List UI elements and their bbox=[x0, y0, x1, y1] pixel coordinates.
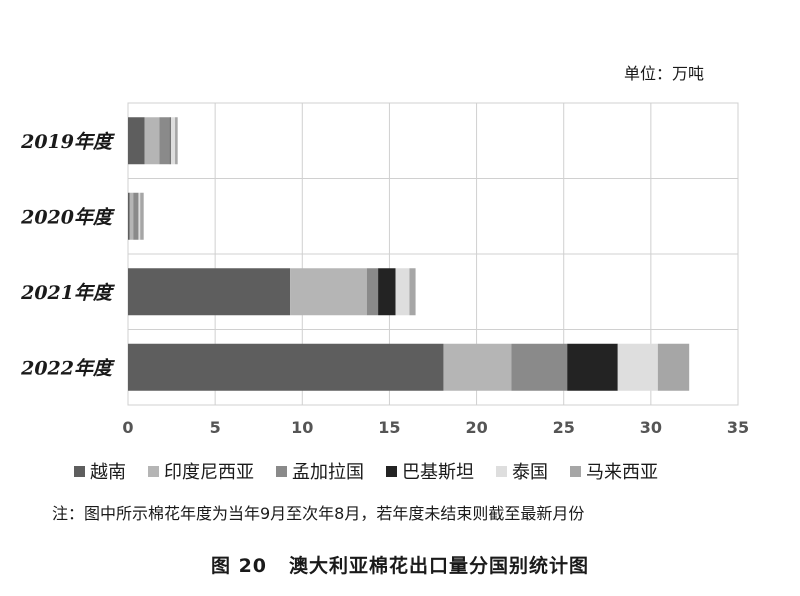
legend-label: 印度尼西亚 bbox=[164, 462, 254, 483]
bar-segment bbox=[170, 117, 176, 165]
figure-number: 图 20 bbox=[210, 555, 268, 577]
legend-swatch bbox=[570, 465, 581, 477]
bar-segment bbox=[140, 192, 144, 240]
category-label: 2020年度 bbox=[20, 206, 115, 228]
chart-note: 注：图中所示棉花年度为当年9月至次年8月，若年度未结束则截至最新月份 bbox=[52, 504, 585, 523]
figure-title: 澳大利亚棉花出口量分国别统计图 bbox=[289, 555, 590, 577]
x-tick-label: 30 bbox=[640, 418, 662, 437]
legend-item: 马来西亚 bbox=[570, 458, 658, 484]
bar-segment bbox=[290, 268, 367, 316]
bar-segment bbox=[175, 117, 178, 165]
legend-item: 孟加拉国 bbox=[276, 458, 364, 484]
unit-label: 单位：万吨 bbox=[624, 64, 705, 83]
bar-segment bbox=[366, 268, 379, 316]
x-tick-label: 10 bbox=[291, 418, 313, 437]
bar-segment bbox=[567, 343, 618, 391]
legend-label: 泰国 bbox=[512, 462, 548, 483]
category-label: 2021年度 bbox=[20, 282, 115, 304]
legend-item: 巴基斯坦 bbox=[386, 458, 474, 484]
legend-label: 越南 bbox=[90, 462, 126, 483]
legend-label: 孟加拉国 bbox=[292, 462, 364, 483]
bar-segment bbox=[395, 268, 410, 316]
bar-segment bbox=[128, 117, 145, 165]
x-tick-label: 35 bbox=[727, 418, 749, 437]
legend-swatch bbox=[496, 465, 507, 477]
category-label: 2022年度 bbox=[20, 357, 115, 379]
bar-segment bbox=[443, 343, 512, 391]
bar-segment bbox=[159, 117, 170, 165]
bar-segment bbox=[133, 192, 139, 240]
legend-swatch bbox=[386, 465, 397, 477]
legend-label: 马来西亚 bbox=[586, 462, 658, 483]
x-tick-label: 5 bbox=[210, 418, 221, 437]
x-tick-label: 0 bbox=[122, 418, 133, 437]
bar-segment bbox=[128, 268, 291, 316]
bar-segment bbox=[129, 192, 134, 240]
stacked-bar-chart: 0 5 10 15 20 25 30 35 2019年度 2020年度 2021年度 2022年度 bbox=[20, 102, 749, 437]
bar-segment bbox=[617, 343, 658, 391]
x-tick-label: 25 bbox=[553, 418, 575, 437]
bar-segment bbox=[409, 268, 416, 316]
bar-segment bbox=[144, 117, 160, 165]
bar-segment bbox=[128, 343, 444, 391]
legend-item: 印度尼西亚 bbox=[148, 458, 254, 484]
legend-swatch bbox=[276, 465, 287, 477]
bar-segment bbox=[128, 192, 130, 240]
legend-swatch bbox=[74, 465, 85, 477]
legend-item: 泰国 bbox=[496, 458, 548, 484]
legend-swatch bbox=[148, 465, 159, 477]
figure-caption: 图 20 澳大利亚棉花出口量分国别统计图 bbox=[0, 551, 800, 578]
bar-segment bbox=[657, 343, 690, 391]
bar-segment bbox=[378, 268, 396, 316]
legend-label: 巴基斯坦 bbox=[402, 462, 474, 483]
legend: 越南 印度尼西亚 孟加拉国 巴基斯坦 泰国 马来西亚 bbox=[74, 458, 658, 484]
bar-segment bbox=[138, 192, 141, 240]
category-label: 2019年度 bbox=[20, 131, 115, 153]
x-tick-label: 15 bbox=[378, 418, 400, 437]
bar-segment bbox=[169, 117, 171, 165]
x-tick-label: 20 bbox=[465, 418, 487, 437]
legend-item: 越南 bbox=[74, 458, 126, 484]
bar-segment bbox=[511, 343, 568, 391]
